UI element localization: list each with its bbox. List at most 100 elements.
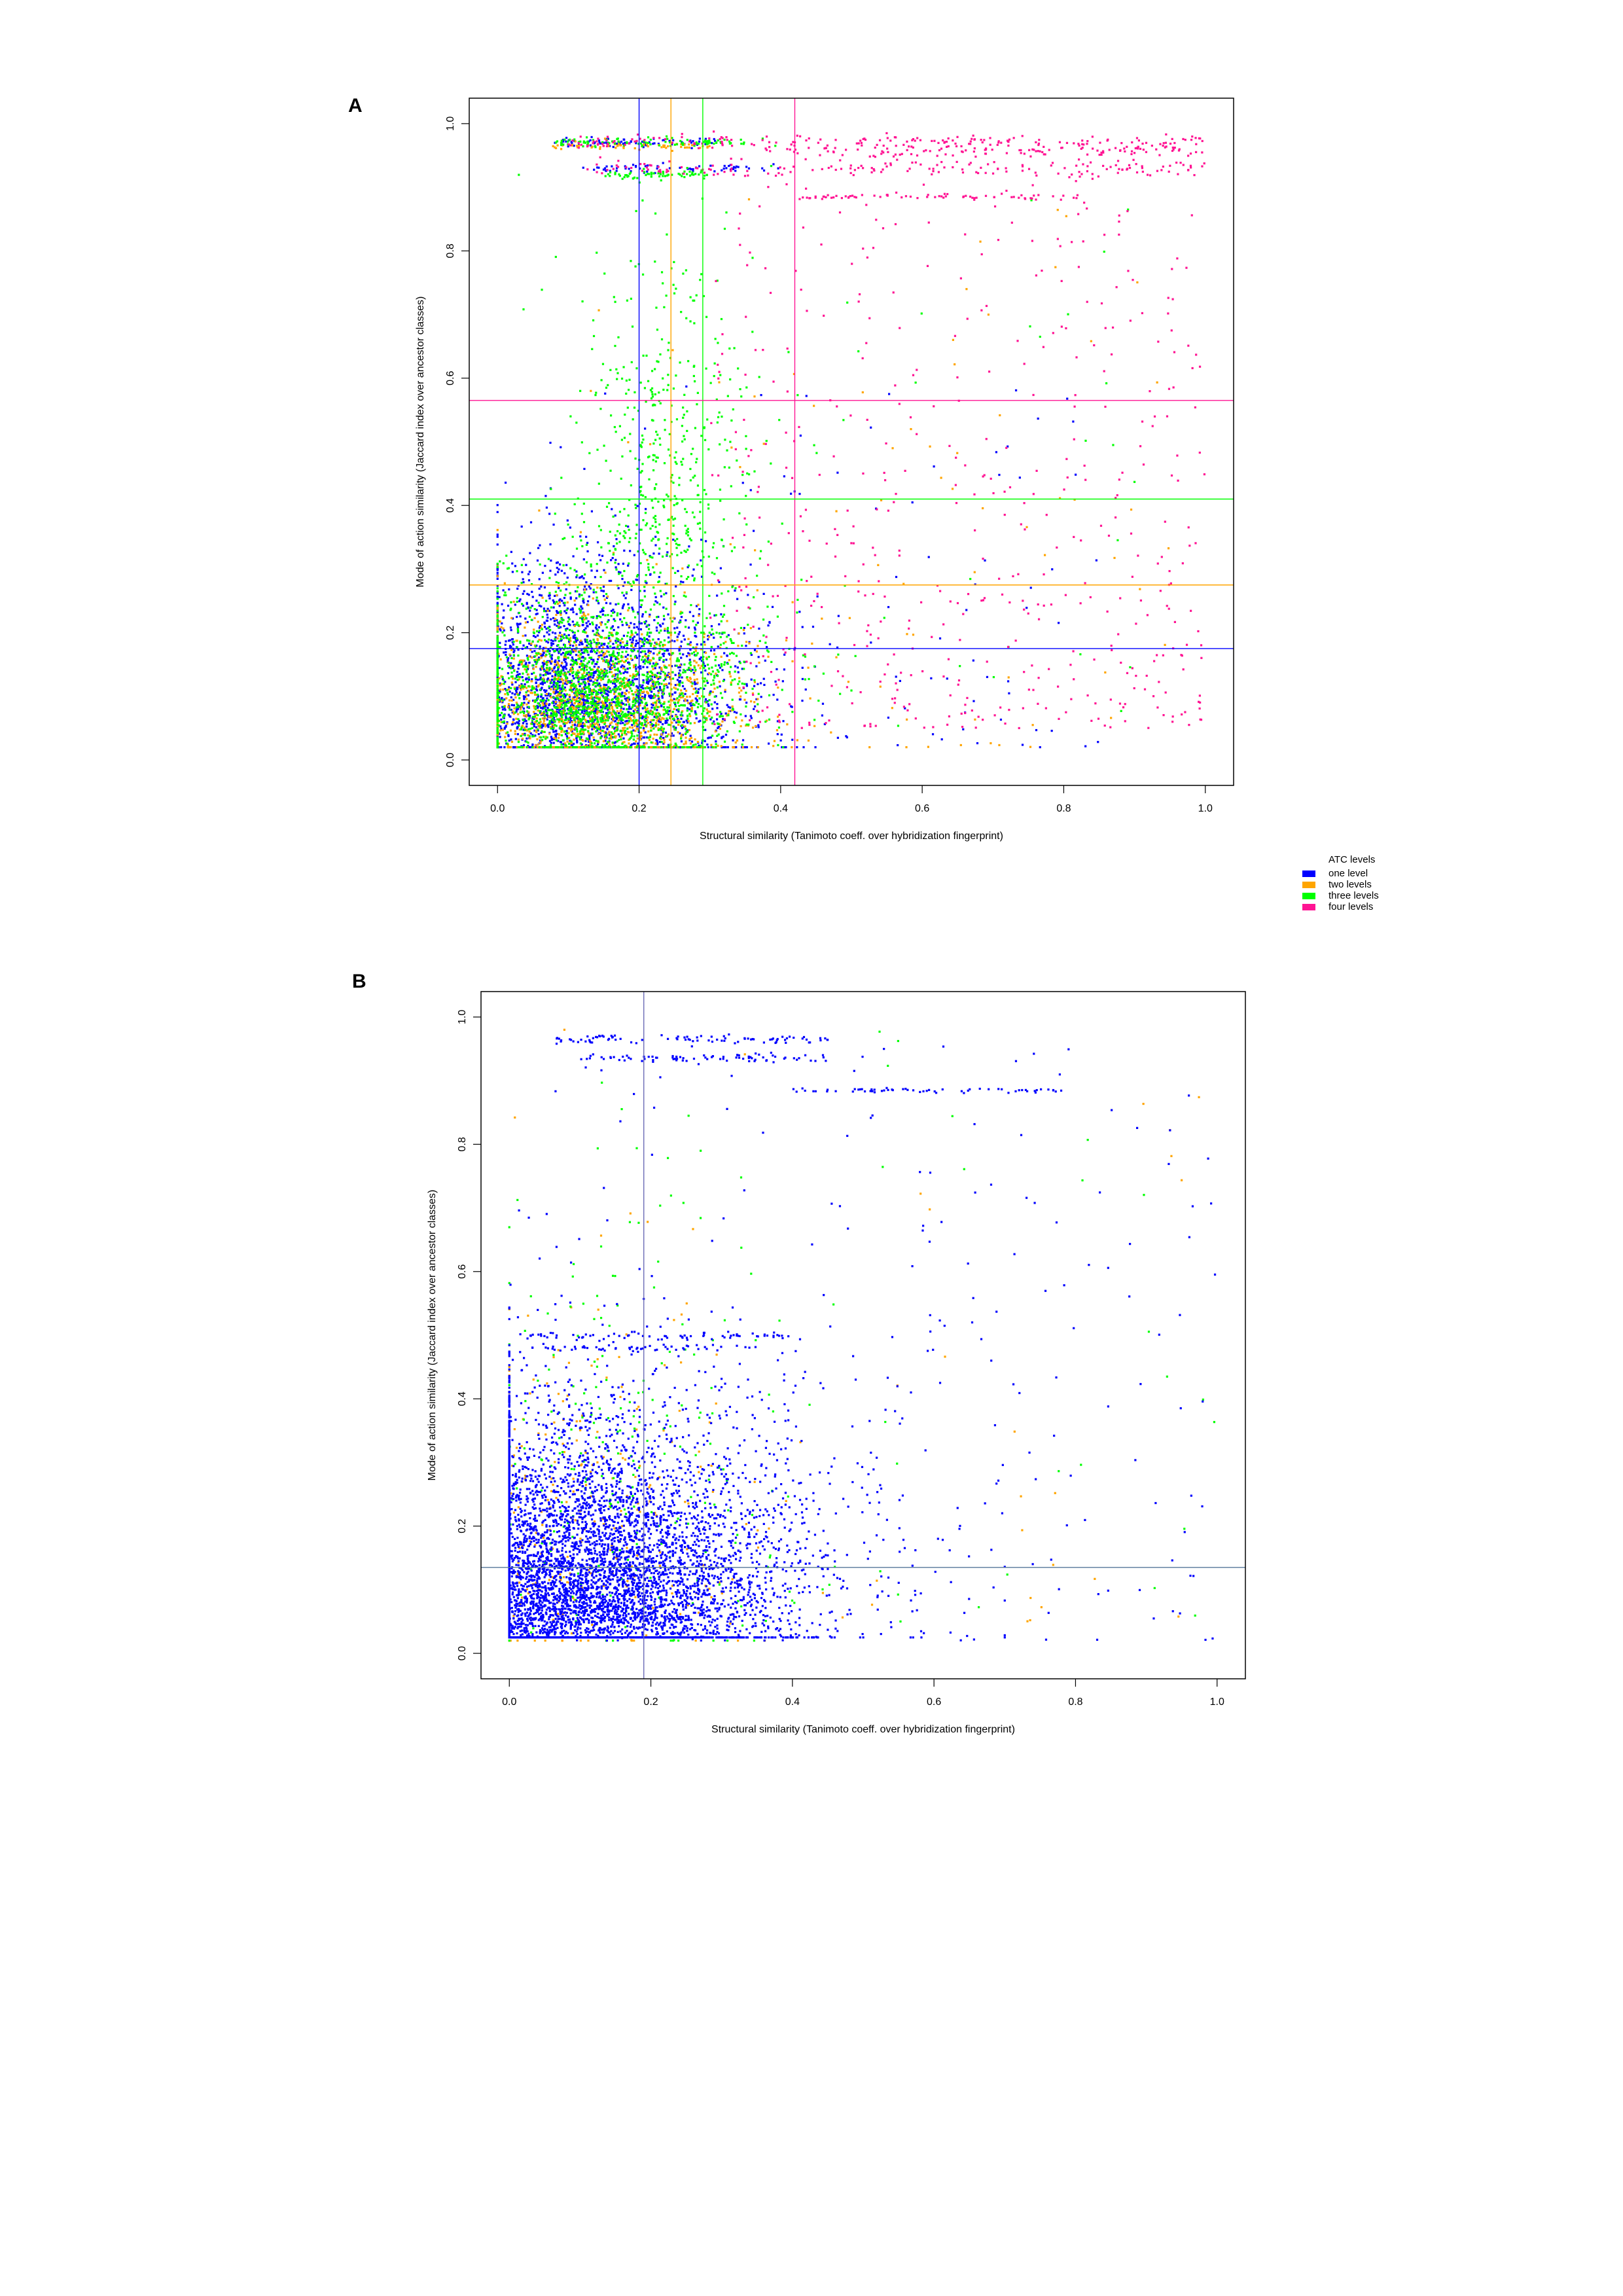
panel-label-b: B	[352, 971, 366, 992]
data-point	[569, 718, 572, 721]
data-point	[507, 746, 509, 749]
data-point	[671, 639, 673, 642]
data-point	[574, 650, 577, 653]
data-point	[707, 710, 709, 713]
data-point	[651, 742, 654, 744]
data-point	[647, 710, 650, 713]
data-point	[546, 677, 550, 680]
data-point	[574, 590, 577, 593]
data-point	[590, 650, 593, 653]
data-point	[660, 667, 663, 670]
data-point	[584, 695, 586, 698]
data-point	[567, 523, 569, 526]
data-point	[895, 575, 898, 579]
data-point	[654, 535, 657, 538]
data-point	[689, 742, 692, 745]
data-point	[613, 732, 616, 735]
data-point	[576, 741, 579, 744]
data-point	[520, 689, 522, 691]
data-point	[604, 392, 607, 395]
data-point	[756, 589, 758, 592]
data-point	[565, 679, 567, 682]
data-point	[496, 651, 499, 653]
data-point	[498, 692, 501, 694]
data-point	[688, 708, 691, 711]
data-point	[539, 653, 542, 655]
data-point	[534, 693, 537, 696]
data-point	[546, 641, 550, 644]
data-point	[611, 654, 613, 656]
data-point	[505, 725, 507, 727]
data-point	[930, 677, 933, 679]
data-point	[611, 709, 615, 711]
data-point	[546, 669, 548, 672]
data-point	[719, 727, 722, 730]
data-point	[579, 698, 582, 700]
data-point	[584, 640, 587, 643]
data-point	[643, 143, 645, 146]
data-point	[821, 714, 823, 717]
data-point	[577, 703, 580, 706]
data-point	[687, 566, 689, 569]
data-point	[669, 738, 671, 741]
data-point	[591, 705, 594, 708]
data-point	[632, 709, 635, 712]
data-point	[577, 677, 579, 679]
data-point	[600, 668, 603, 671]
data-point	[628, 717, 630, 719]
data-point	[681, 696, 684, 698]
data-point	[679, 692, 681, 695]
data-point	[639, 640, 641, 643]
data-point	[605, 725, 607, 728]
data-point	[682, 634, 685, 637]
data-point	[676, 657, 679, 660]
data-point	[632, 647, 635, 649]
data-point	[552, 639, 554, 643]
data-point	[675, 698, 677, 701]
data-point	[652, 638, 654, 641]
data-point	[624, 671, 626, 673]
data-point	[529, 732, 532, 735]
data-point	[554, 701, 557, 704]
data-point	[571, 658, 574, 661]
data-point	[510, 738, 512, 741]
data-point	[609, 704, 613, 707]
data-point	[594, 678, 597, 681]
data-point	[590, 656, 593, 659]
data-point	[622, 594, 625, 597]
data-point	[519, 640, 522, 643]
data-point	[743, 632, 745, 635]
data-point	[952, 338, 955, 341]
data-point	[610, 659, 613, 662]
data-point	[615, 658, 617, 660]
data-point	[573, 695, 577, 698]
data-point	[630, 584, 633, 587]
data-point	[654, 725, 657, 728]
data-point	[512, 704, 516, 707]
data-point	[586, 673, 588, 676]
data-point	[647, 730, 650, 733]
data-point	[736, 711, 738, 714]
data-point	[596, 679, 599, 682]
data-point	[577, 624, 580, 626]
data-point	[652, 668, 654, 670]
data-point	[539, 594, 541, 596]
data-point	[510, 662, 512, 664]
data-point	[702, 662, 705, 665]
data-point	[660, 728, 663, 732]
data-point	[539, 746, 543, 749]
data-point	[597, 641, 600, 645]
data-point	[582, 704, 584, 707]
data-point	[586, 686, 589, 689]
data-point	[605, 141, 607, 144]
data-point	[541, 623, 543, 626]
data-point	[554, 649, 557, 652]
data-point	[673, 726, 676, 728]
data-point	[574, 637, 577, 639]
data-point	[879, 685, 882, 688]
data-point	[517, 706, 520, 708]
data-point	[519, 746, 522, 749]
data-point	[637, 742, 639, 745]
data-point	[554, 617, 557, 620]
data-point	[679, 166, 681, 169]
